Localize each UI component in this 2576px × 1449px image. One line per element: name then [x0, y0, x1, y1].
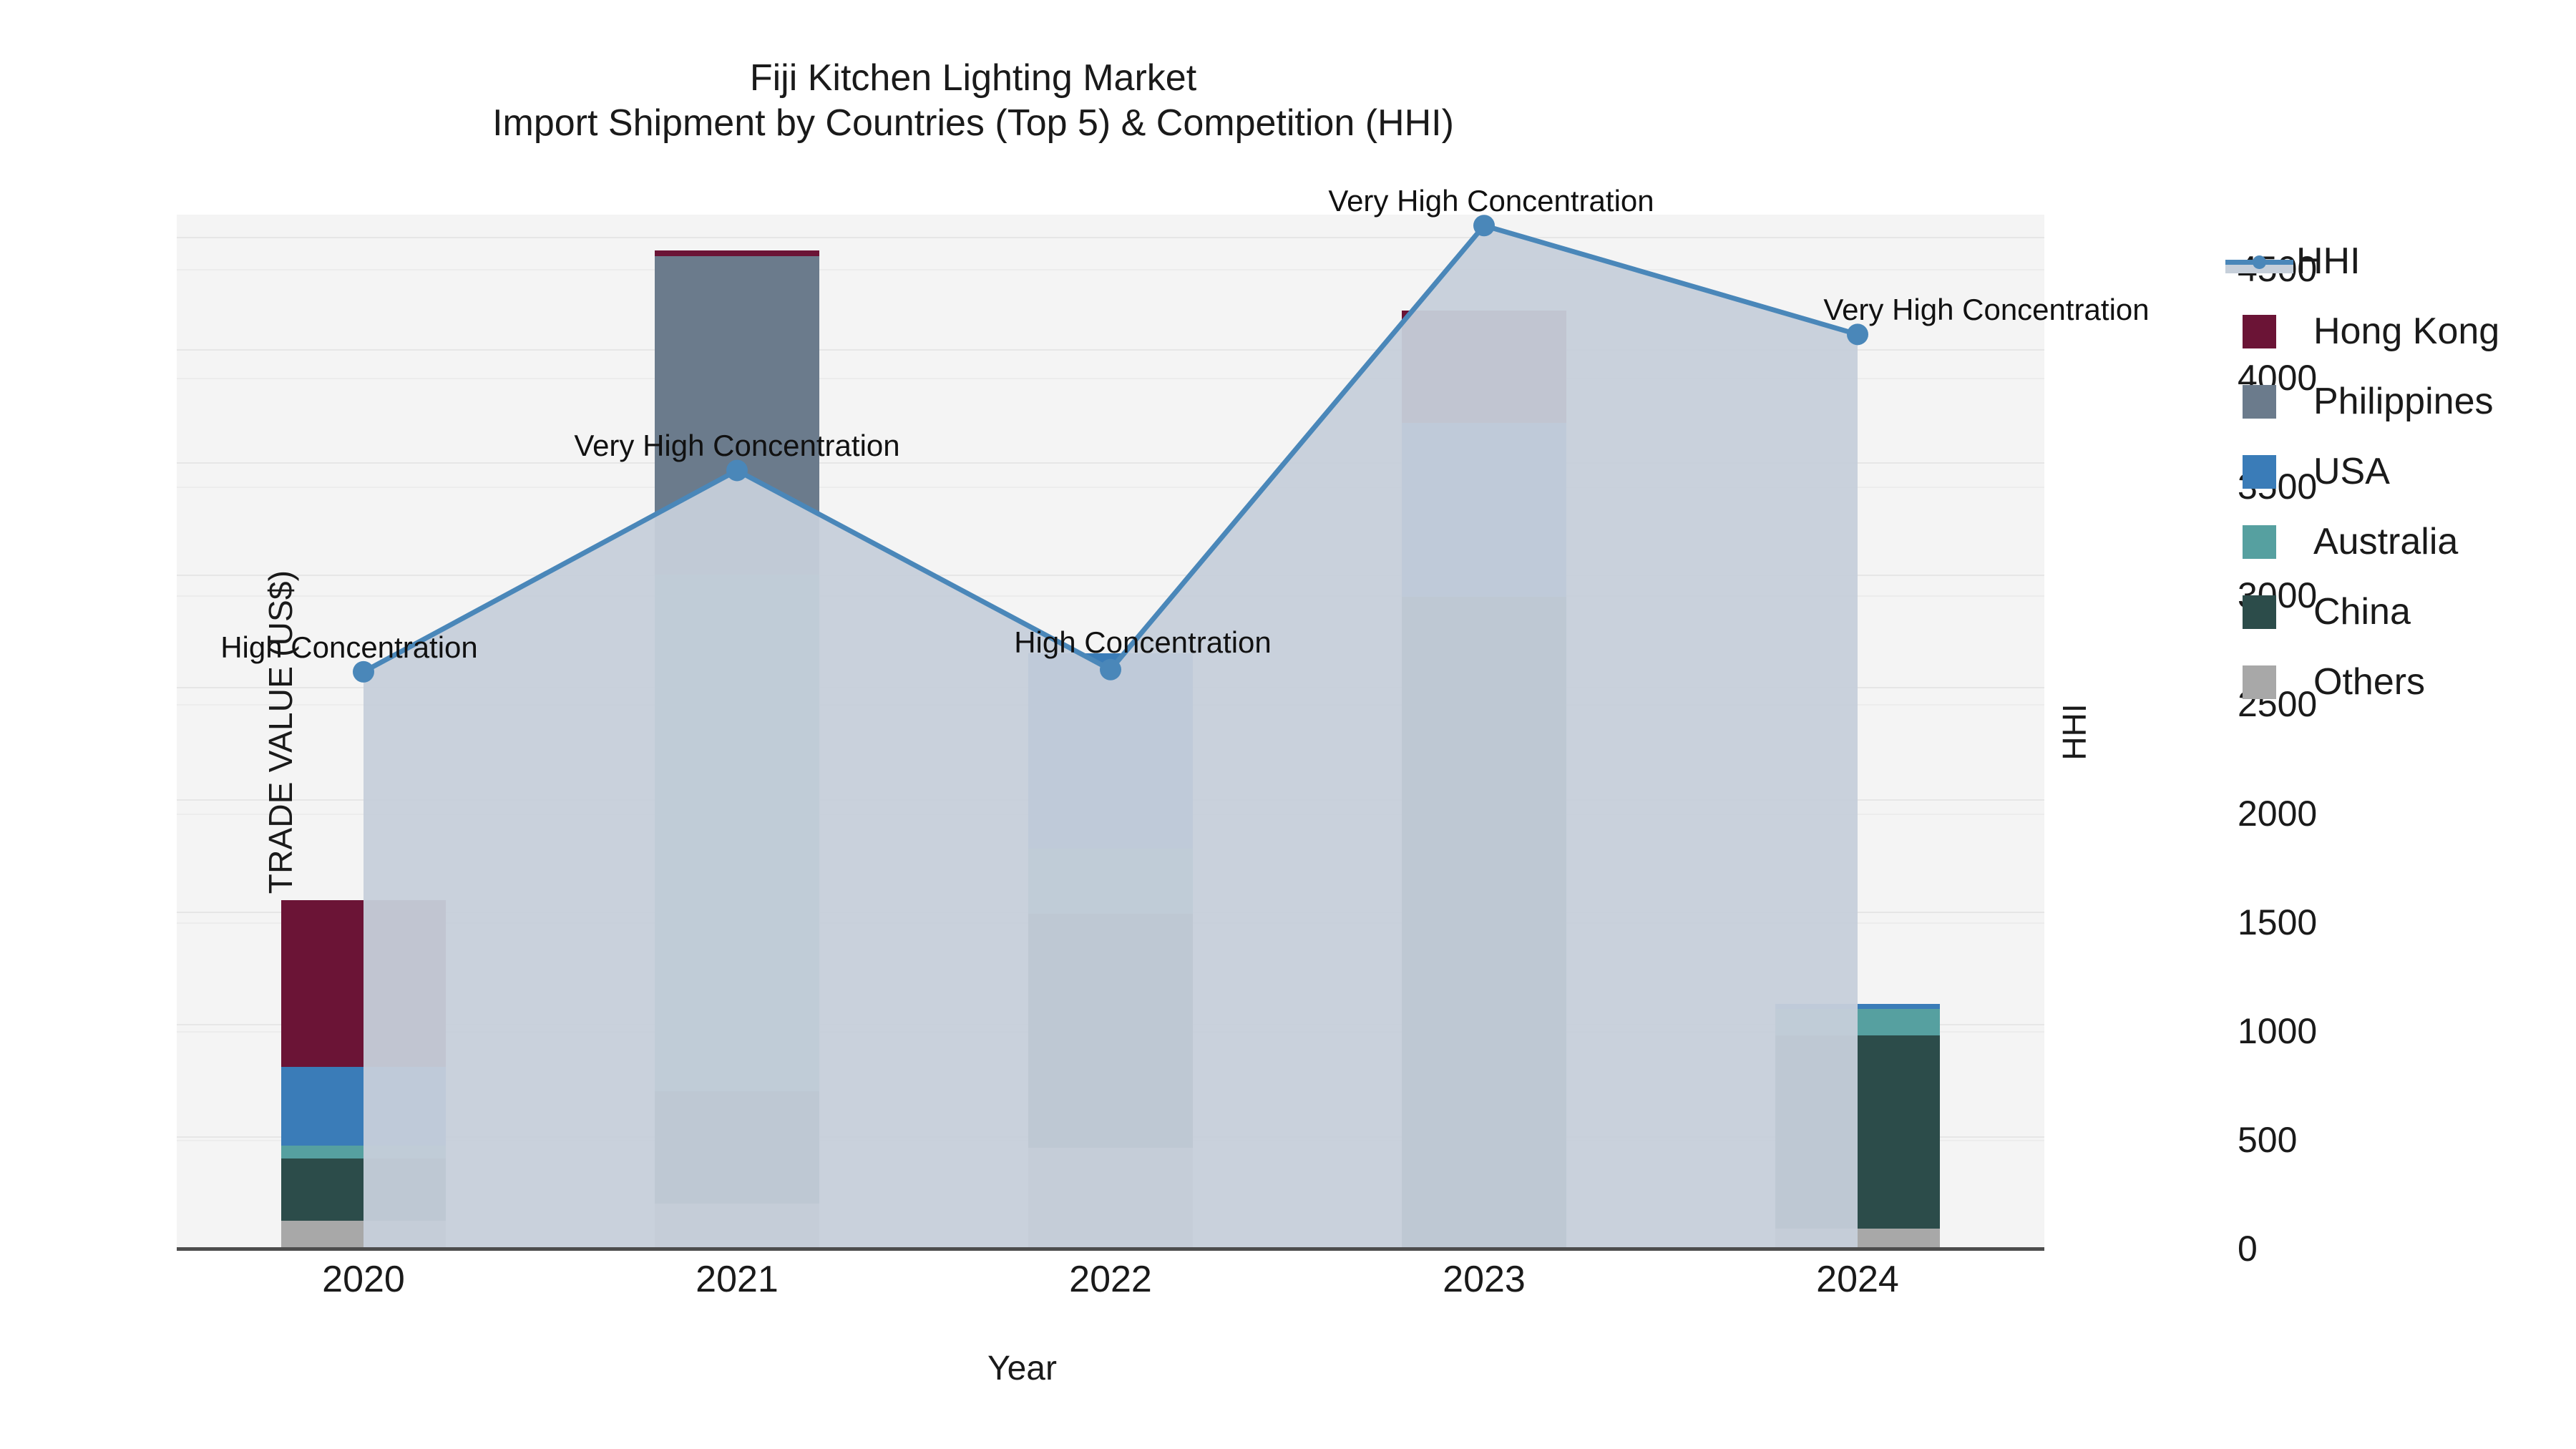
hhi-marker[interactable]	[726, 459, 748, 482]
gridline-y	[177, 574, 2044, 576]
gridline-y	[177, 237, 2044, 239]
y2-axis-tick-label: 1000	[2238, 1010, 2318, 1051]
legend-item[interactable]: HHI	[2225, 236, 2562, 286]
gridline-y	[177, 462, 2044, 464]
legend-line-marker-icon	[2225, 245, 2293, 278]
chart-legend: HHI Hong Kong Philippines USA Australia China…	[2225, 236, 2562, 727]
legend-item-label: HHI	[2296, 240, 2361, 282]
hhi-annotation-label: Very High Concentration	[574, 429, 900, 463]
gridline-y	[177, 349, 2044, 351]
hhi-marker[interactable]	[1847, 323, 1868, 346]
gridline-y2	[177, 595, 2044, 597]
y2-axis-tick-label: 1500	[2238, 902, 2318, 942]
hhi-annotation-label: High Concentration	[220, 630, 478, 664]
bar-segment[interactable]	[655, 250, 819, 257]
legend-swatch-icon	[2243, 454, 2276, 489]
legend-swatch-icon	[2243, 595, 2276, 629]
gridline-y2	[177, 269, 2044, 271]
legend-item[interactable]: USA	[2225, 447, 2562, 497]
legend-item-label: China	[2313, 591, 2411, 633]
x-axis-tick-label: 2020	[322, 1259, 405, 1300]
y2-axis-label: HHI	[2056, 703, 2093, 761]
y2-axis-tick-label: 500	[2238, 1119, 2298, 1160]
hhi-annotation-label: Very High Concentration	[1823, 293, 2150, 327]
legend-item[interactable]: China	[2225, 587, 2562, 637]
x-axis-label: Year	[987, 1350, 1057, 1387]
chart-title: Fiji Kitchen Lighting Market Import Ship…	[0, 56, 1946, 147]
y-axis-label: TRADE VALUE (US$)	[262, 570, 299, 894]
legend-swatch-icon	[2243, 665, 2276, 699]
legend-item-label: Others	[2313, 661, 2426, 703]
legend-item-label: Hong Kong	[2313, 311, 2500, 352]
x-axis-tick-label: 2021	[696, 1259, 779, 1300]
x-axis-tick-label: 2022	[1069, 1259, 1152, 1300]
chart-title-line-1: Fiji Kitchen Lighting Market	[749, 57, 1197, 99]
chart-title-line-2: Import Shipment by Countries (Top 5) & C…	[492, 102, 1454, 145]
hhi-marker[interactable]	[353, 660, 374, 683]
legend-item-label: Australia	[2313, 521, 2459, 562]
x-axis-tick-label: 2024	[1816, 1259, 1899, 1300]
legend-item[interactable]: Australia	[2225, 517, 2562, 567]
x-axis-line	[177, 1247, 2044, 1251]
plot-area: High Concentration Very High Concentratio…	[177, 184, 2317, 1269]
legend-item[interactable]: Hong Kong	[2225, 306, 2562, 356]
hhi-marker[interactable]	[1100, 658, 1121, 680]
legend-item[interactable]: Others	[2225, 657, 2562, 707]
hhi-annotation-label: High Concentration	[1014, 625, 1272, 659]
y2-axis-tick-label: 0	[2238, 1229, 2258, 1269]
gridline-y2	[177, 487, 2044, 489]
y2-axis-tick-label: 2000	[2238, 793, 2318, 834]
hhi-annotation-label: Very High Concentration	[1328, 184, 1654, 218]
legend-swatch-icon	[2243, 384, 2276, 419]
legend-item-label: Philippines	[2313, 381, 2494, 422]
hhi-area-fill	[364, 225, 1858, 1249]
gridline-y2	[177, 378, 2044, 380]
hhi-markers	[353, 215, 1868, 683]
legend-item-label: USA	[2313, 451, 2390, 492]
hhi-line-series	[353, 215, 1868, 1249]
hhi-marker[interactable]	[1473, 215, 1495, 237]
x-axis-tick-label: 2023	[1443, 1259, 1526, 1300]
legend-swatch-icon	[2243, 525, 2276, 559]
legend-item[interactable]: Philippines	[2225, 376, 2562, 426]
legend-swatch-icon	[2243, 314, 2276, 348]
